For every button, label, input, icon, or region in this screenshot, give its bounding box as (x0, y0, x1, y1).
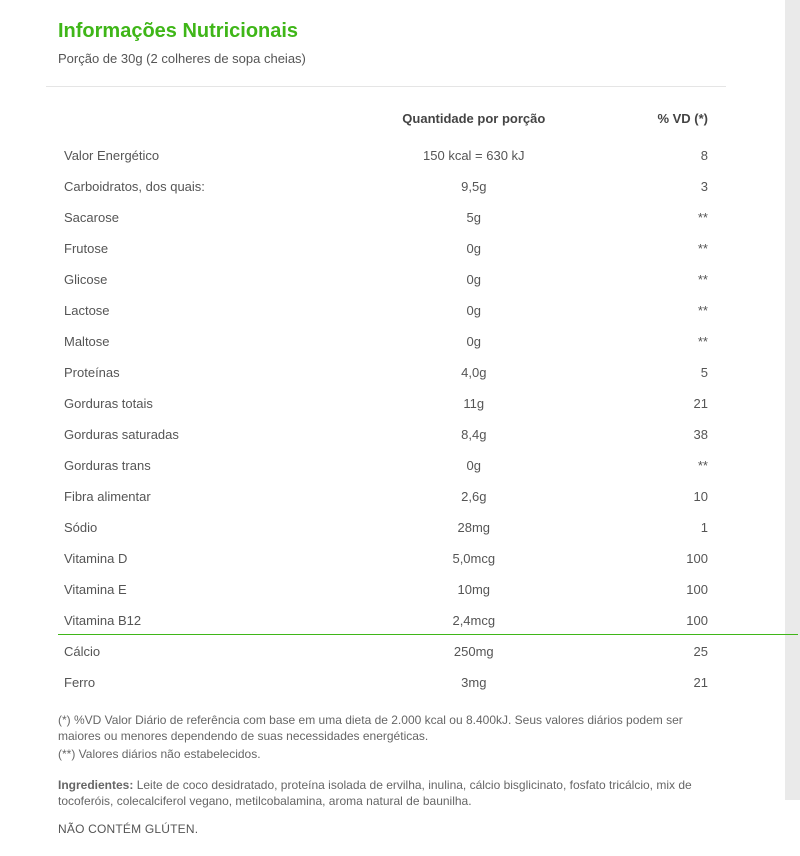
nutrient-vd: 100 (586, 574, 718, 605)
nutrient-name: Fibra alimentar (58, 481, 362, 512)
table-row: Frutose0g** (58, 233, 718, 264)
nutrient-name: Ferro (58, 667, 362, 698)
ingredients: Ingredientes: Leite de coco desidratado,… (58, 777, 718, 811)
table-header-row: Quantidade por porção % VD (*) (58, 103, 718, 140)
table-row: Ferro3mg21 (58, 667, 718, 698)
nutrient-qty: 8,4g (362, 419, 586, 450)
nutrient-name: Vitamina D (58, 543, 362, 574)
nutrient-name: Proteínas (58, 357, 362, 388)
table-row: Valor Energético150 kcal = 630 kJ8 (58, 140, 718, 171)
panel-title: Informações Nutricionais (58, 20, 718, 43)
nutrient-qty: 9,5g (362, 171, 586, 202)
ingredients-label: Ingredientes: (58, 778, 133, 792)
nutrient-name: Sódio (58, 512, 362, 543)
table-row: Sódio28mg1 (58, 512, 718, 543)
table-row: Vitamina D5,0mcg100 (58, 543, 718, 574)
nutrient-qty: 0g (362, 326, 586, 357)
table-row: Proteínas4,0g5 (58, 357, 718, 388)
nutrient-name: Sacarose (58, 202, 362, 233)
table-row: Maltose0g** (58, 326, 718, 357)
table-row: Gorduras totais11g21 (58, 388, 718, 419)
footnote-1: (*) %VD Valor Diário de referência com b… (58, 712, 718, 744)
nutrient-vd: 21 (586, 667, 718, 698)
nutrient-name: Gorduras trans (58, 450, 362, 481)
nutrient-vd: 21 (586, 388, 718, 419)
nutrient-name: Gorduras saturadas (58, 419, 362, 450)
nutrient-qty: 150 kcal = 630 kJ (362, 140, 586, 171)
nutrient-vd: ** (586, 202, 718, 233)
nutrient-vd: 10 (586, 481, 718, 512)
nutrient-qty: 11g (362, 388, 586, 419)
nutrient-qty: 0g (362, 295, 586, 326)
table-row: Vitamina B122,4mcg100 (58, 605, 718, 636)
table-row: Gorduras trans0g** (58, 450, 718, 481)
footnotes: (*) %VD Valor Diário de referência com b… (58, 712, 718, 763)
table-body: Valor Energético150 kcal = 630 kJ8Carboi… (58, 140, 718, 698)
nutrient-vd: 3 (586, 171, 718, 202)
nutrient-qty: 4,0g (362, 357, 586, 388)
nutrient-qty: 2,4mcg (362, 605, 586, 636)
nutrient-vd: 100 (586, 605, 718, 636)
no-gluten: NÃO CONTÉM GLÚTEN. (58, 822, 718, 836)
nutrient-name: Lactose (58, 295, 362, 326)
table-row: Cálcio250mg25 (58, 636, 718, 667)
nutrient-name: Cálcio (58, 636, 362, 667)
table-row: Sacarose5g** (58, 202, 718, 233)
ingredients-text: Leite de coco desidratado, proteína isol… (58, 778, 692, 809)
nutrient-name: Vitamina B12 (58, 605, 362, 636)
table-row: Gorduras saturadas8,4g38 (58, 419, 718, 450)
nutrient-vd: ** (586, 295, 718, 326)
nutrient-qty: 0g (362, 233, 586, 264)
nutrient-qty: 250mg (362, 636, 586, 667)
nutrient-vd: 100 (586, 543, 718, 574)
nutrient-vd: 8 (586, 140, 718, 171)
header-empty (58, 103, 362, 140)
nutrient-qty: 10mg (362, 574, 586, 605)
nutrient-name: Carboidratos, dos quais: (58, 171, 362, 202)
scrollbar-track[interactable] (785, 0, 800, 800)
nutrient-qty: 28mg (362, 512, 586, 543)
footnote-2: (**) Valores diários não estabelecidos. (58, 746, 718, 762)
nutrient-vd: 25 (586, 636, 718, 667)
portion-text: Porção de 30g (2 colheres de sopa cheias… (58, 51, 718, 66)
nutrient-qty: 5g (362, 202, 586, 233)
nutrient-vd: ** (586, 450, 718, 481)
nutrient-qty: 0g (362, 450, 586, 481)
nutrient-vd: ** (586, 264, 718, 295)
header-quantity: Quantidade por porção (362, 103, 586, 140)
nutrient-qty: 3mg (362, 667, 586, 698)
nutrient-qty: 0g (362, 264, 586, 295)
nutrient-vd: ** (586, 326, 718, 357)
divider (46, 86, 726, 87)
table-row: Vitamina E10mg100 (58, 574, 718, 605)
nutrient-vd: 1 (586, 512, 718, 543)
nutrient-vd: 38 (586, 419, 718, 450)
nutrient-name: Gorduras totais (58, 388, 362, 419)
table-row: Fibra alimentar2,6g10 (58, 481, 718, 512)
nutrient-name: Frutose (58, 233, 362, 264)
table-row: Carboidratos, dos quais:9,5g3 (58, 171, 718, 202)
table-row: Glicose0g** (58, 264, 718, 295)
nutrient-name: Maltose (58, 326, 362, 357)
nutrient-vd: ** (586, 233, 718, 264)
nutrient-name: Vitamina E (58, 574, 362, 605)
table-row: Lactose0g** (58, 295, 718, 326)
nutrient-qty: 5,0mcg (362, 543, 586, 574)
nutrient-name: Glicose (58, 264, 362, 295)
nutrient-qty: 2,6g (362, 481, 586, 512)
header-vd: % VD (*) (586, 103, 718, 140)
nutrition-panel: Informações Nutricionais Porção de 30g (… (0, 0, 738, 856)
nutrition-table: Quantidade por porção % VD (*) Valor Ene… (58, 103, 718, 698)
nutrient-vd: 5 (586, 357, 718, 388)
nutrient-name: Valor Energético (58, 140, 362, 171)
